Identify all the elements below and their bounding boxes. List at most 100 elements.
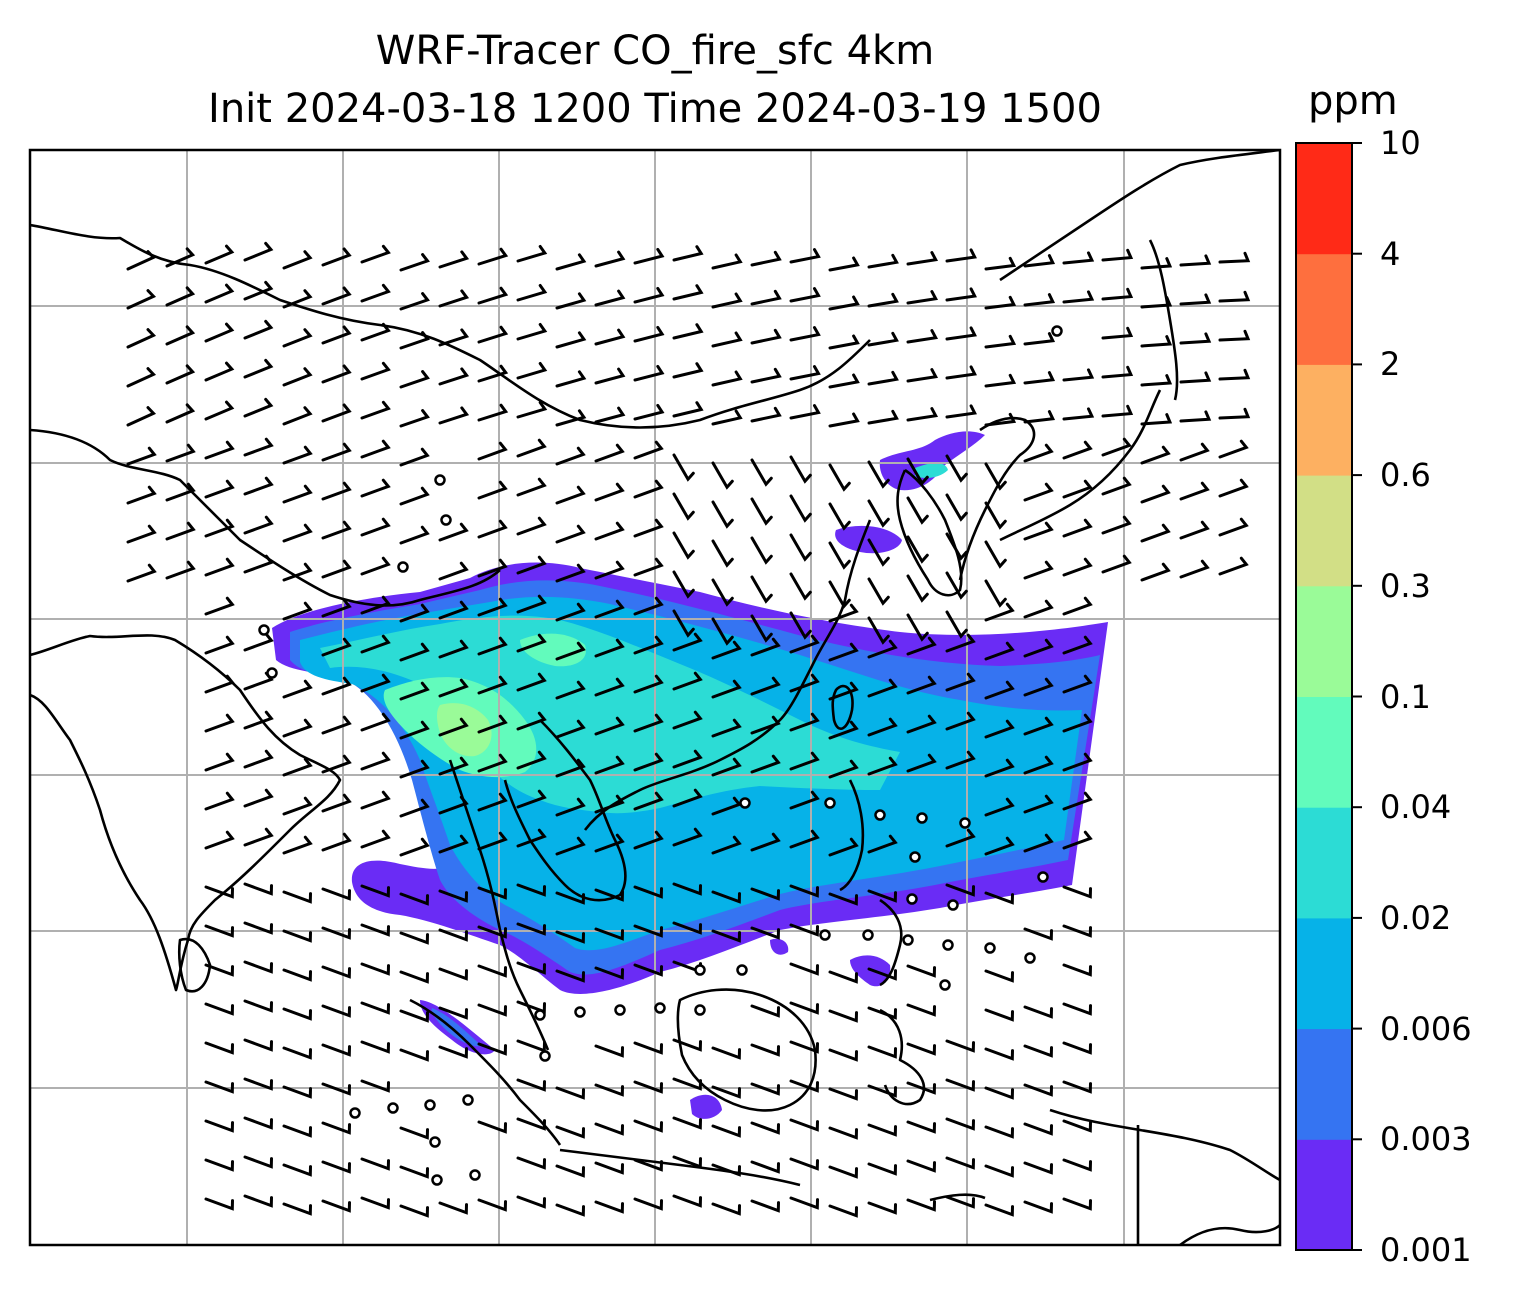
calm-wind-circle [939,979,951,991]
wind-barb [750,1082,780,1096]
wind-barb [555,641,586,661]
wind-barb [243,1155,273,1169]
wind-barb [360,478,391,498]
wind-barb [711,539,734,568]
wind-barb [399,370,430,389]
wind-barb [516,961,546,975]
wind-barb [477,1042,507,1056]
wind-barb [789,1040,819,1054]
wind-barb [1023,1161,1053,1175]
calm-wind-circle [1037,871,1049,883]
wind-barb [984,501,1007,530]
wind-barb [1062,518,1093,538]
wind-barb [438,717,469,737]
wind-barb [555,253,587,271]
wind-barb [867,409,899,425]
wind-barb [828,541,851,570]
wind-barb [399,253,430,272]
wind-barb [555,485,586,505]
wind-barb [204,1197,234,1211]
wind-barb [1140,523,1171,543]
wind-barb [516,1117,546,1131]
wind-barb [750,1121,780,1135]
wind-barb [906,290,939,305]
calm-wind-circle [942,939,954,951]
wind-barb [984,540,1007,569]
wind-barb [1062,557,1093,577]
wind-barb [1101,365,1134,379]
wind-barb [867,1045,897,1059]
wind-barb [750,497,773,526]
wind-barb [906,329,939,344]
wind-barb [438,367,470,386]
wind-barb [984,1125,1014,1139]
wind-barb [438,967,468,981]
wind-barb [1101,437,1132,457]
colorbar-segment [1296,696,1352,808]
wind-barb [360,400,391,420]
wind-barb [789,494,812,523]
wind-barb [711,1046,741,1060]
wind-barb [321,1043,351,1057]
wind-barb [1140,374,1173,387]
wind-barb [984,579,1007,608]
wind-barb [789,1001,819,1015]
wind-barb [555,1125,585,1139]
wind-barb [516,750,547,770]
wind-barb [633,403,665,421]
wind-barb [477,480,508,500]
wind-barb [945,750,976,770]
calm-wind-circle [431,1174,443,1186]
colorbar-segment [1296,807,1352,919]
wind-barb [867,678,898,698]
wind-barb [438,928,468,942]
calm-wind-circle [959,817,971,829]
wind-barb [672,1155,702,1169]
colorbar-segment [1296,1028,1352,1140]
wind-barb [1062,635,1093,655]
wind-barb [789,923,819,937]
wind-barb [1023,1122,1053,1136]
wind-barb [1062,830,1093,850]
wind-barb [477,597,508,617]
wind-barb [1062,713,1093,733]
wind-barb [282,929,312,943]
wind-barb [711,757,742,777]
wind-barb [477,1120,507,1134]
calm-wind-circle [824,797,836,809]
wind-barb [555,758,586,778]
wind-barb [789,712,820,732]
wind-barb [672,1038,702,1052]
wind-barb [984,602,1015,622]
wind-barb [594,1161,624,1175]
wind-barb [867,1162,897,1176]
wind-barb [555,602,586,622]
wind-barb [321,965,351,979]
wind-barb [711,1202,741,1216]
wind-barb [672,531,695,560]
wind-barb [750,328,782,345]
wind-barb [672,788,703,808]
wind-barb [165,247,196,268]
wind-barb [555,563,586,583]
wind-barb [594,521,625,541]
wind-barb [828,837,859,857]
wind-barb [1140,335,1173,348]
wind-barb [438,756,469,776]
calm-wind-circle [614,1004,626,1016]
wind-barb [672,323,704,340]
wind-barb [594,716,625,736]
wind-barb [243,749,274,769]
wind-barb [945,454,968,483]
wind-barb [984,758,1015,778]
wind-barb [594,1083,624,1097]
wind-barb [906,457,929,486]
wind-barb [984,891,1014,905]
wind-barb [672,284,704,301]
wind-barb [1179,520,1210,540]
wind-barbs [126,241,1251,1218]
wind-barb [867,499,890,528]
colorbar-tick-label: 10 [1380,124,1421,162]
wind-barb [633,1158,663,1172]
wind-barb [321,715,352,735]
